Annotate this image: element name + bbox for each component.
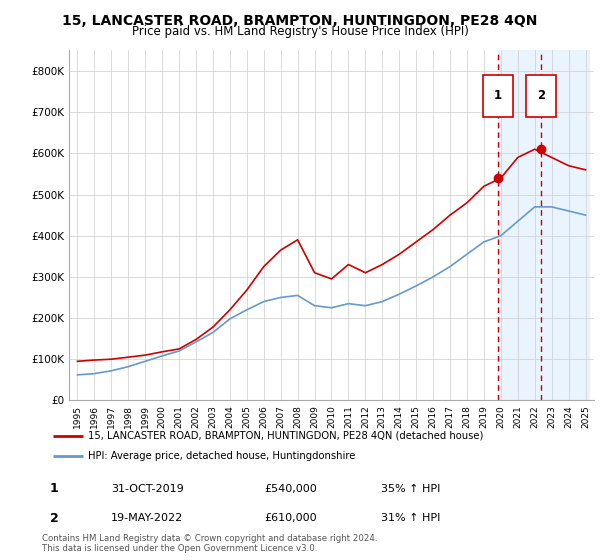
Text: HPI: Average price, detached house, Huntingdonshire: HPI: Average price, detached house, Hunt… [88, 451, 355, 461]
Text: 31-OCT-2019: 31-OCT-2019 [111, 484, 184, 494]
FancyBboxPatch shape [483, 75, 512, 117]
Text: 15, LANCASTER ROAD, BRAMPTON, HUNTINGDON, PE28 4QN (detached house): 15, LANCASTER ROAD, BRAMPTON, HUNTINGDON… [88, 431, 483, 441]
Text: 31% ↑ HPI: 31% ↑ HPI [381, 513, 440, 523]
FancyBboxPatch shape [526, 75, 556, 117]
Text: 35% ↑ HPI: 35% ↑ HPI [381, 484, 440, 494]
Text: 1: 1 [50, 482, 58, 496]
Text: Contains HM Land Registry data © Crown copyright and database right 2024.
This d: Contains HM Land Registry data © Crown c… [42, 534, 377, 553]
Text: 2: 2 [537, 90, 545, 102]
Text: £540,000: £540,000 [264, 484, 317, 494]
Text: 1: 1 [494, 90, 502, 102]
Text: 2: 2 [50, 511, 58, 525]
Text: 19-MAY-2022: 19-MAY-2022 [111, 513, 183, 523]
Text: £610,000: £610,000 [264, 513, 317, 523]
Text: 15, LANCASTER ROAD, BRAMPTON, HUNTINGDON, PE28 4QN: 15, LANCASTER ROAD, BRAMPTON, HUNTINGDON… [62, 14, 538, 28]
Text: Price paid vs. HM Land Registry's House Price Index (HPI): Price paid vs. HM Land Registry's House … [131, 25, 469, 38]
Bar [498, 50, 589, 400]
